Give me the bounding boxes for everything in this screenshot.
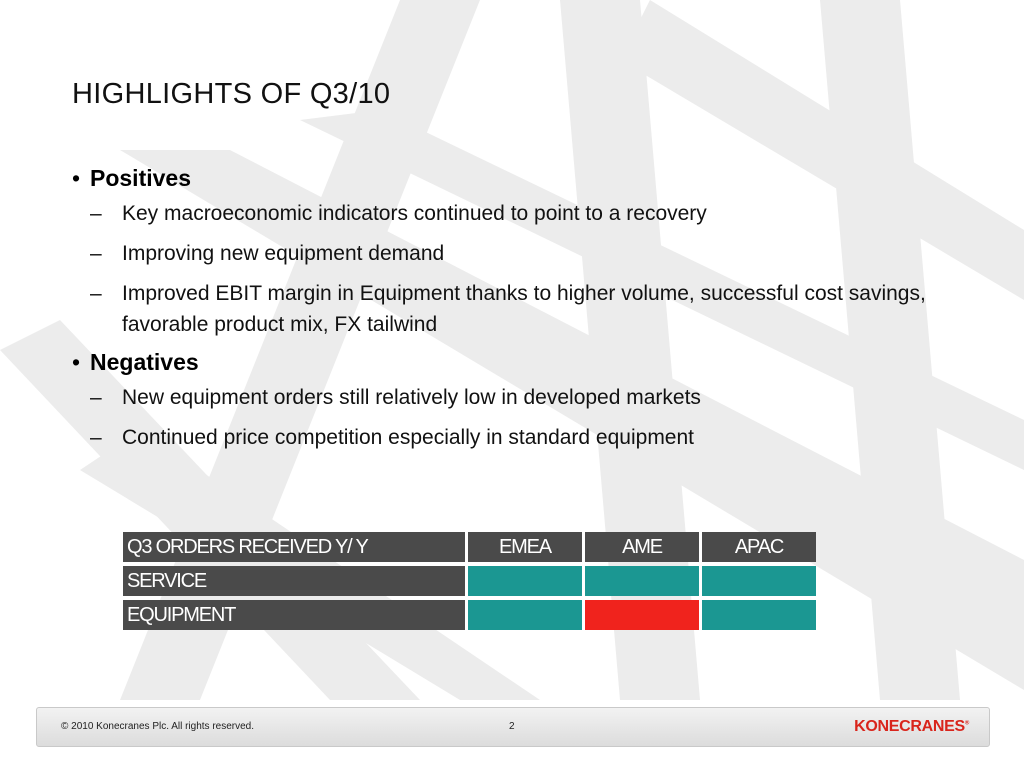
- status-cell: [585, 600, 699, 630]
- status-cell: [468, 566, 582, 596]
- dash-icon: –: [90, 202, 102, 225]
- positive-item: – Improved EBIT margin in Equipment thank…: [72, 278, 972, 340]
- copyright-text: © 2010 Konecranes Plc. All rights reserv…: [61, 721, 255, 732]
- logo-text: KONECRANES: [854, 718, 965, 735]
- highlights-list: • Positives – Key macroeconomic indicators…: [72, 165, 972, 462]
- dash-icon: –: [90, 386, 102, 409]
- negative-item: – Continued price competition especially …: [72, 422, 972, 453]
- dash-icon: –: [90, 242, 102, 265]
- positives-heading: • Positives: [72, 165, 972, 192]
- table-header-ame: AME: [585, 532, 699, 562]
- negative-item-text: New equipment orders still relatively lo…: [122, 386, 701, 409]
- bullet-dot-icon: •: [72, 349, 81, 375]
- status-cell: [585, 566, 699, 596]
- dash-icon: –: [90, 282, 102, 305]
- slide-title: HIGHLIGHTS OF Q3/10: [72, 78, 391, 110]
- table-header-apac: APAC: [702, 532, 816, 562]
- positive-item: – Improving new equipment demand: [72, 238, 972, 269]
- row-label-equipment: EQUIPMENT: [123, 600, 465, 630]
- positives-label: Positives: [90, 165, 191, 191]
- negatives-label: Negatives: [90, 349, 199, 375]
- table-row: SERVICE: [123, 566, 816, 596]
- table-header-row: Q3 ORDERS RECEIVED Y/ Y EMEA AME APAC: [123, 532, 816, 562]
- status-cell: [468, 600, 582, 630]
- positive-item-text: Key macroeconomic indicators continued t…: [122, 202, 707, 225]
- positive-item: – Key macroeconomic indicators continued …: [72, 198, 972, 229]
- negatives-heading: • Negatives: [72, 349, 972, 376]
- page-number: 2: [509, 721, 515, 732]
- status-cell: [702, 566, 816, 596]
- table-header-label: Q3 ORDERS RECEIVED Y/ Y: [123, 532, 465, 562]
- bullet-dot-icon: •: [72, 165, 81, 191]
- footer-bar: © 2010 Konecranes Plc. All rights reserv…: [36, 707, 990, 747]
- negative-item: – New equipment orders still relatively l…: [72, 382, 972, 413]
- row-label-service: SERVICE: [123, 566, 465, 596]
- positive-item-text: Improving new equipment demand: [122, 242, 445, 265]
- status-cell: [702, 600, 816, 630]
- dash-icon: –: [90, 426, 102, 449]
- registered-mark: ®: [964, 720, 969, 727]
- positive-item-text: Improved EBIT margin in Equipment thanks…: [122, 282, 926, 336]
- orders-table: Q3 ORDERS RECEIVED Y/ Y EMEA AME APAC SE…: [120, 528, 819, 634]
- konecranes-logo: KONECRANES®: [854, 718, 969, 736]
- table-header-emea: EMEA: [468, 532, 582, 562]
- table-row: EQUIPMENT: [123, 600, 816, 630]
- negative-item-text: Continued price competition especially i…: [122, 426, 695, 449]
